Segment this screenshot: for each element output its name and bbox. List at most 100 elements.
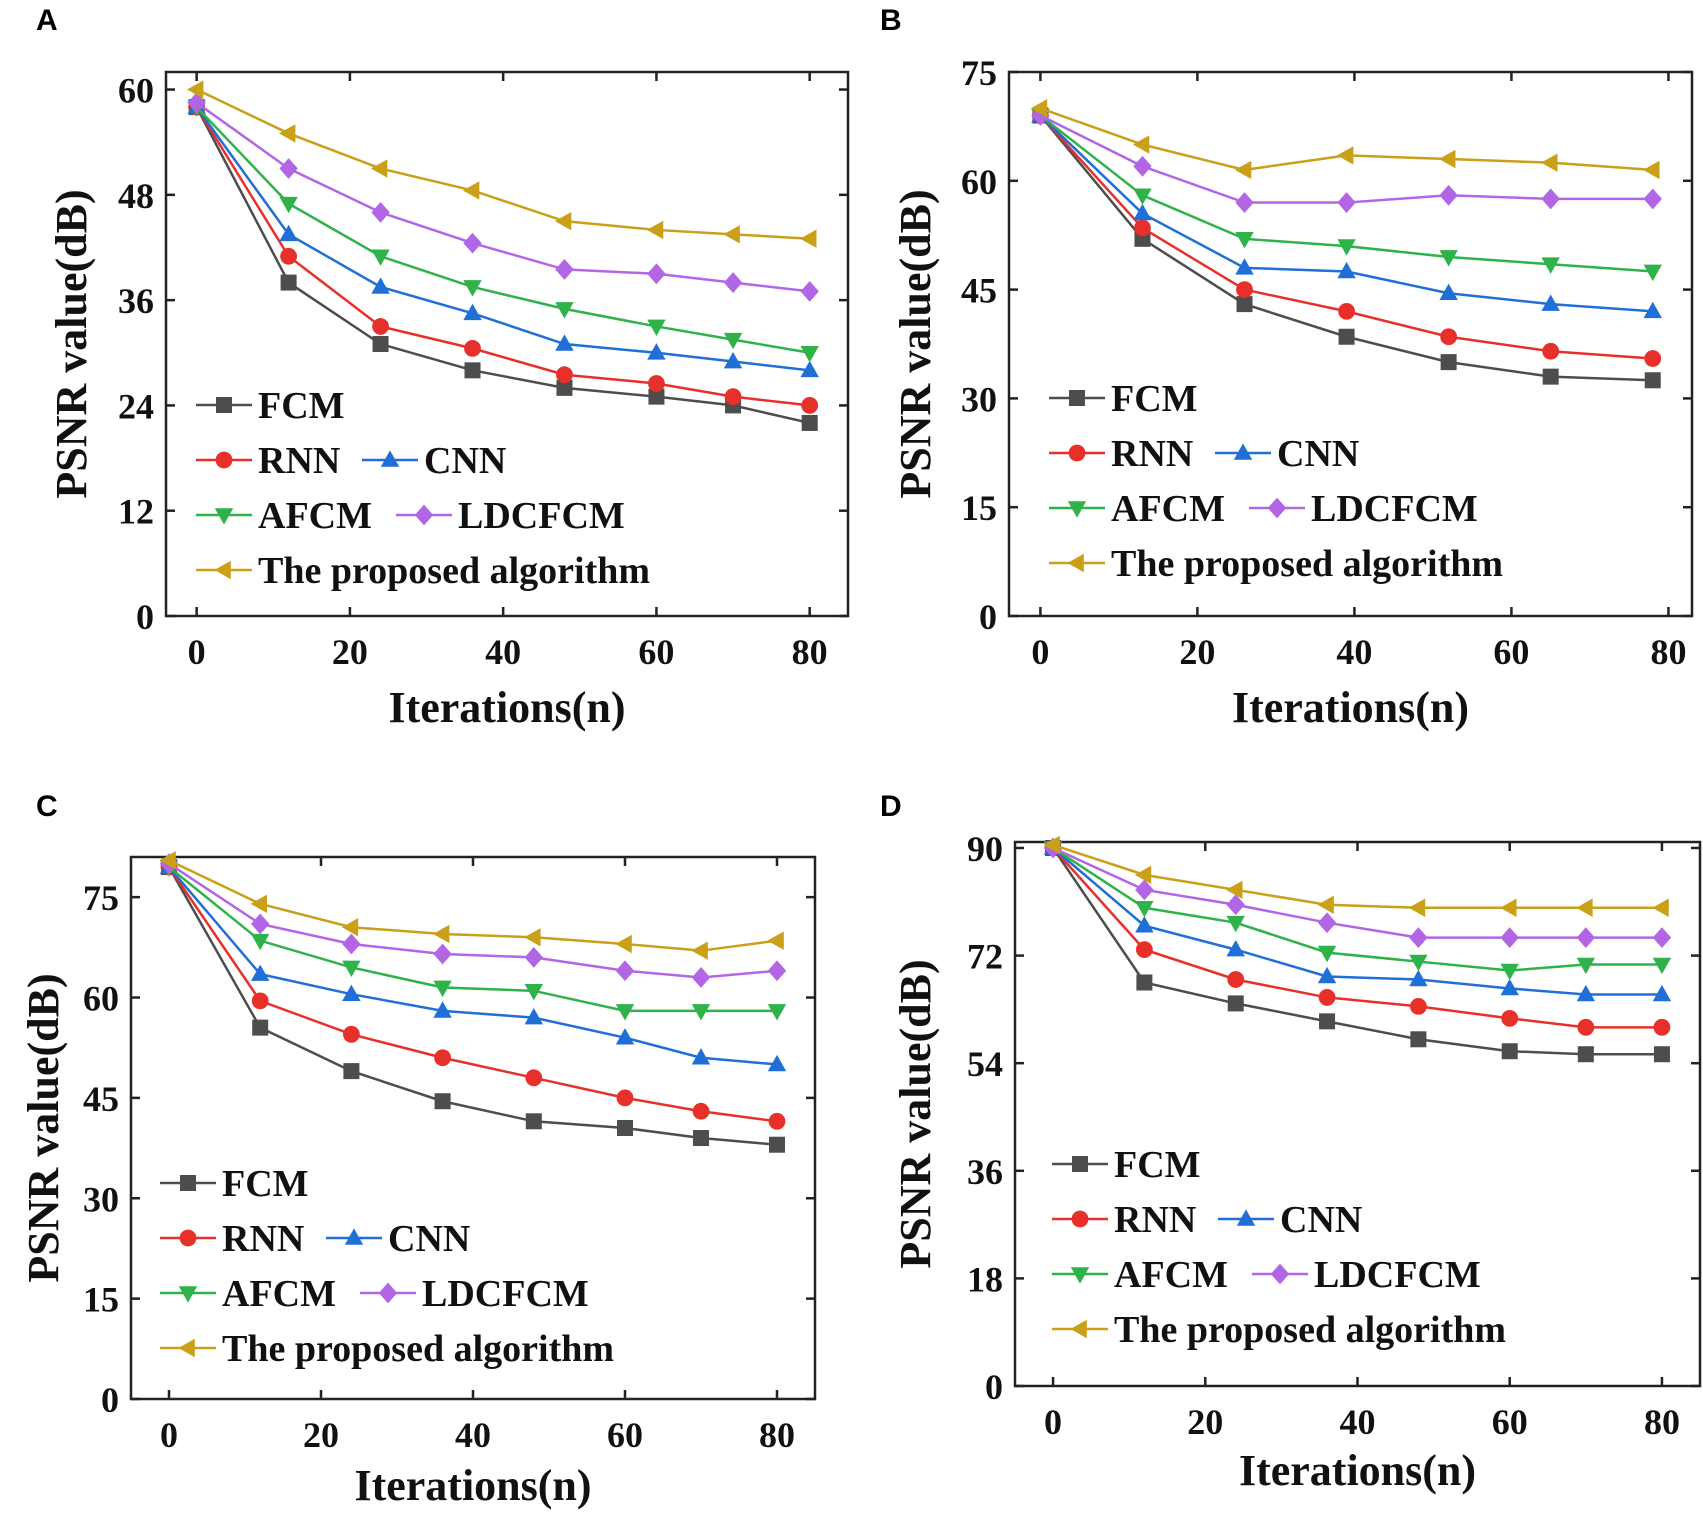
- y-tick-label: 48: [118, 176, 154, 216]
- data-point: [1577, 1046, 1594, 1063]
- data-point: [767, 960, 787, 982]
- legend-label-cnn: CNN: [1280, 1199, 1362, 1241]
- data-point: [617, 1120, 633, 1136]
- legend-label-afcm: AFCM: [1111, 488, 1225, 530]
- data-point: [1317, 895, 1334, 914]
- data-point: [251, 964, 270, 981]
- series-afcm: [187, 100, 819, 363]
- data-point: [647, 343, 666, 360]
- legend-marker: [1233, 443, 1253, 460]
- y-tick-label: 60: [961, 162, 997, 202]
- data-point: [1319, 1013, 1336, 1030]
- data-point: [1652, 898, 1669, 917]
- data-point: [1226, 940, 1245, 957]
- data-point: [1577, 1018, 1595, 1036]
- data-point: [1576, 927, 1596, 949]
- data-point: [724, 388, 742, 406]
- data-point: [1576, 898, 1593, 917]
- data-point: [463, 280, 482, 297]
- series-line: [195, 101, 810, 293]
- data-point: [1133, 203, 1152, 221]
- data-point: [648, 375, 665, 392]
- x-tick-label: 20: [1187, 1402, 1223, 1442]
- data-point: [1135, 900, 1154, 918]
- y-tick-label: 60: [118, 71, 154, 111]
- x-tick-label: 60: [607, 1415, 643, 1455]
- data-point: [1136, 974, 1153, 991]
- data-point: [372, 318, 389, 335]
- data-point: [556, 366, 573, 384]
- data-point: [691, 967, 711, 988]
- data-point: [647, 263, 666, 285]
- data-point: [159, 851, 176, 870]
- y-tick-label: 72: [967, 937, 1003, 977]
- data-point: [464, 339, 481, 357]
- data-point: [768, 1112, 786, 1130]
- data-point: [524, 928, 541, 947]
- x-tick-label: 80: [759, 1415, 795, 1455]
- data-point: [371, 201, 390, 223]
- series-fcm: [188, 99, 818, 431]
- data-point: [1439, 283, 1458, 301]
- data-point: [1336, 146, 1354, 165]
- legend-label-rnn: RNN: [1111, 433, 1193, 475]
- data-point: [463, 232, 482, 254]
- data-point: [1653, 1018, 1671, 1036]
- legend-label-fcm: FCM: [1114, 1144, 1201, 1186]
- data-point: [434, 1093, 451, 1110]
- y-tick-label: 0: [979, 597, 997, 637]
- data-point: [280, 247, 298, 265]
- data-point: [691, 941, 708, 960]
- legend-label-fcm: FCM: [258, 385, 345, 427]
- legend-marker: [179, 1229, 197, 1247]
- legend-label-fcm: FCM: [1111, 378, 1198, 420]
- data-point: [1135, 879, 1154, 901]
- data-point: [648, 388, 665, 405]
- data-point: [767, 1004, 787, 1021]
- y-tick-label: 60: [83, 979, 119, 1019]
- legend-label-afcm: AFCM: [258, 495, 372, 537]
- x-tick-label: 0: [1044, 1402, 1062, 1442]
- data-point: [1542, 342, 1560, 360]
- y-axis-title: PSNR value(dB): [891, 189, 940, 498]
- data-point: [1133, 155, 1152, 177]
- legend-marker: [215, 451, 233, 469]
- series-rnn: [188, 98, 819, 414]
- x-tick-label: 0: [188, 632, 206, 672]
- series-line: [168, 862, 778, 979]
- x-tick-label: 80: [792, 632, 828, 672]
- data-point: [1652, 957, 1672, 975]
- legend-label-afcm: AFCM: [1114, 1254, 1228, 1296]
- series-line: [1052, 846, 1662, 972]
- series-ldcfcm: [1031, 105, 1662, 213]
- data-point: [342, 960, 361, 978]
- x-tick-label: 0: [160, 1415, 178, 1455]
- data-point: [1030, 99, 1048, 118]
- series-the-proposed-algorithm: [1030, 99, 1660, 180]
- y-tick-label: 36: [118, 281, 154, 321]
- series-line: [1052, 846, 1662, 939]
- data-point: [767, 1054, 787, 1072]
- panel-label-a: A: [36, 4, 58, 37]
- legend-marker: [214, 560, 231, 580]
- data-point: [1043, 835, 1060, 855]
- data-point: [1135, 941, 1153, 959]
- series-cnn: [187, 97, 819, 378]
- data-point: [1440, 328, 1458, 346]
- data-point: [463, 303, 482, 321]
- data-point: [1132, 135, 1150, 154]
- plot-frame: [1007, 70, 1694, 618]
- y-tick-label: 54: [967, 1044, 1003, 1084]
- legend-marker: [414, 504, 434, 526]
- data-point: [555, 302, 574, 319]
- y-tick-label: 45: [961, 271, 997, 311]
- x-tick-label: 20: [1179, 632, 1215, 672]
- legend-marker: [1070, 1267, 1090, 1284]
- legend: FCM RNN CNN AFCM LDCFCM The proposed algorith…: [160, 1163, 614, 1370]
- legend-label-ldcfcm: LDCFCM: [1311, 488, 1478, 530]
- chart-panel-d: 0 18 36 54 72 90 0 20 40 60 80 Iterations(n) PSNR va…: [891, 829, 1702, 1495]
- data-point: [1234, 160, 1252, 180]
- series-afcm: [159, 860, 787, 1021]
- data-point: [371, 249, 390, 266]
- x-tick-label: 0: [1031, 632, 1049, 672]
